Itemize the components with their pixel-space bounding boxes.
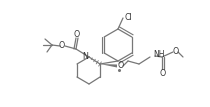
- Text: NH: NH: [153, 50, 164, 59]
- Text: O: O: [173, 47, 179, 56]
- Text: N: N: [82, 51, 88, 60]
- Text: O: O: [160, 68, 166, 77]
- Text: O: O: [74, 30, 80, 39]
- Text: Cl: Cl: [124, 13, 132, 22]
- Polygon shape: [100, 64, 117, 68]
- Text: O: O: [59, 41, 65, 50]
- Text: O: O: [118, 62, 124, 71]
